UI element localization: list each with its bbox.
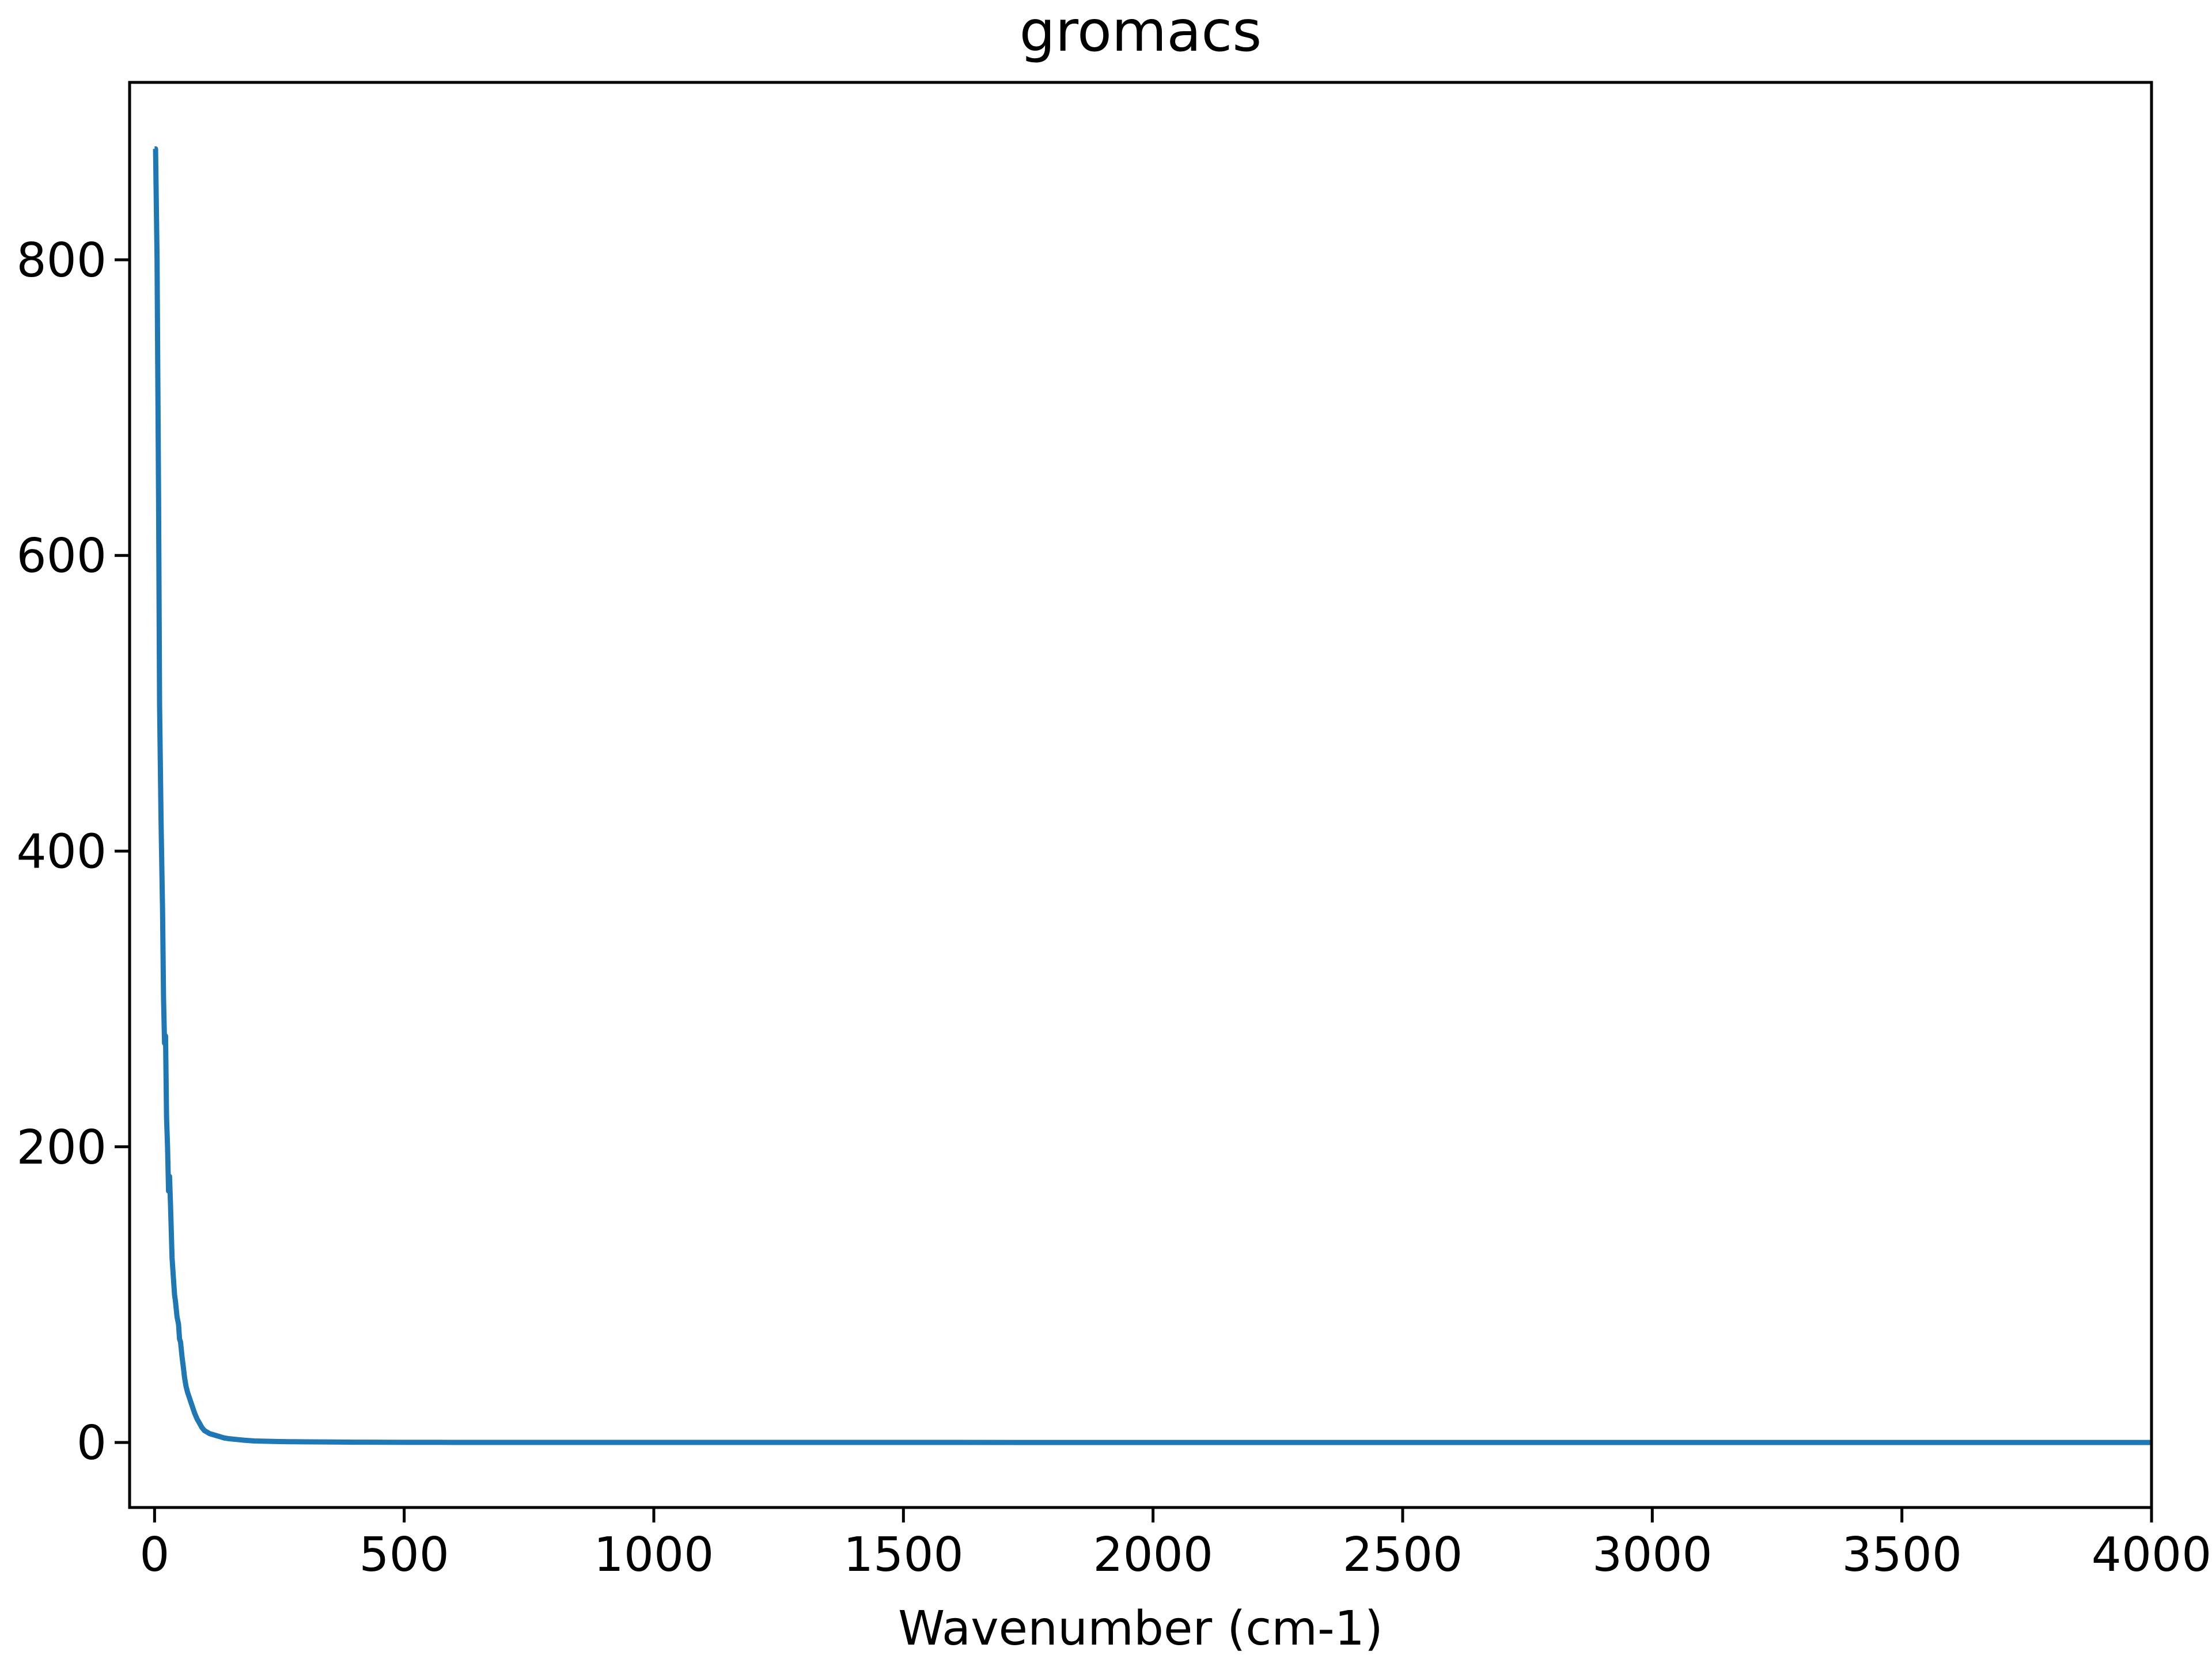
x-tick-label: 3000 [1592,1528,1713,1582]
y-tick-label: 0 [77,1416,107,1471]
chart-title: gromacs [1020,0,1262,65]
x-tick-label: 500 [359,1528,449,1582]
x-tick-label: 0 [139,1528,169,1582]
x-tick-label: 4000 [2092,1528,2212,1582]
x-tick-label: 1000 [594,1528,714,1582]
y-axis: 0 200 400 600 800 [16,233,130,1471]
x-tick-label: 2000 [1093,1528,1213,1582]
y-tick-label: 400 [16,825,107,880]
y-tick-label: 600 [16,529,107,584]
series-line [153,146,2152,1445]
x-tick-label: 1500 [843,1528,964,1582]
x-tick-label: 3500 [1842,1528,1962,1582]
plot-frame [128,81,2153,1509]
y-tick-label: 200 [16,1120,107,1175]
x-tick-label: 2500 [1343,1528,1463,1582]
plot-area [128,81,2153,1509]
y-tick-label: 800 [16,233,107,288]
x-axis: 0 500 1000 1500 2000 2500 3000 3500 4000 [139,1508,2211,1582]
x-axis-label: Wavenumber (cm-1) [898,1601,1383,1656]
